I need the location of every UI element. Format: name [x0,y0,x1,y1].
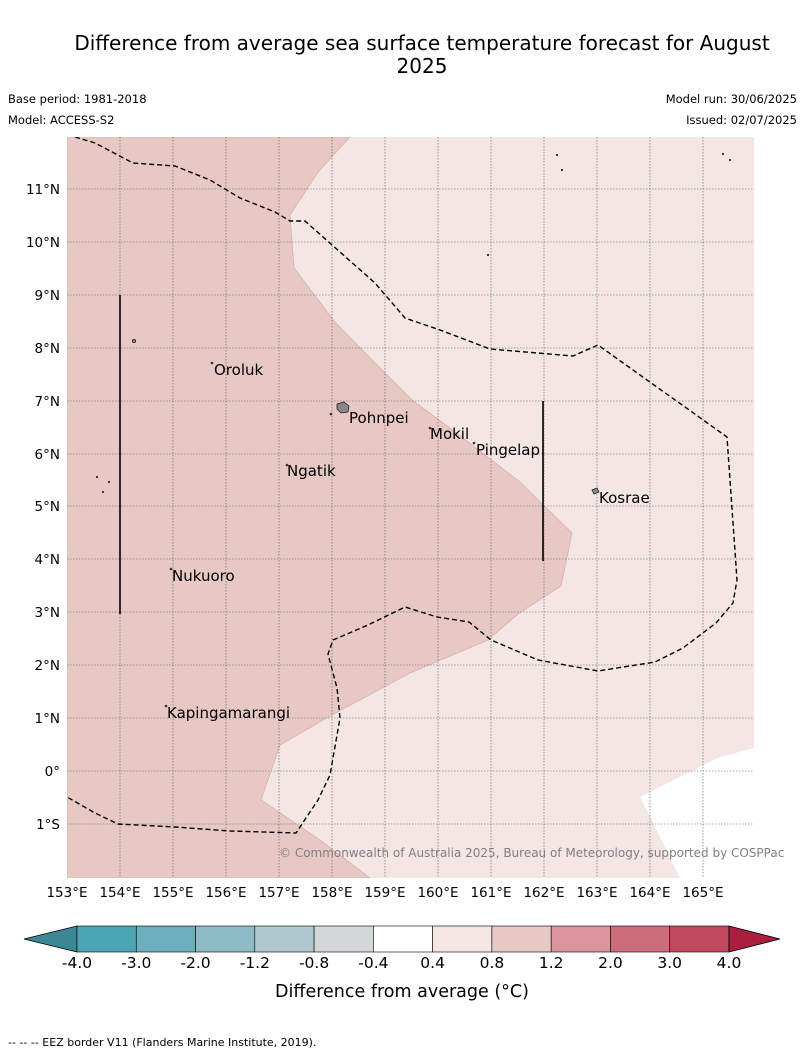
colorbar-under-arrow [23,925,78,953]
islet [107,480,111,484]
islet [428,426,432,430]
place-kapingamarangi: Kapingamarangi [167,704,290,722]
place-ngatik: Ngatik [287,462,336,480]
islet [555,153,559,157]
colorbar-segment [254,925,315,953]
islet [101,490,105,494]
islet [95,475,99,479]
islet [721,152,725,156]
lon-label: 165°E [682,885,723,901]
base-period: Base period: 1981-2018 [8,92,147,106]
lon-label: 157°E [258,885,299,901]
colorbar-segment [491,925,552,953]
colorbar-title: Difference from average (°C) [275,982,529,1002]
lat-label: 1°N [35,711,60,727]
place-nukuoro: Nukuoro [172,567,235,585]
colorbar-tick-label: -3.0 [121,954,151,972]
islet [329,412,333,416]
lat-label: 0° [45,764,60,780]
lon-label: 159°E [364,885,405,901]
colorbar-tick-label: 0.8 [480,954,505,972]
lon-label: 155°E [152,885,193,901]
colorbar-segment [669,925,730,953]
longitude-labels: 153°E 154°E 155°E 156°E 157°E 158°E 159°… [46,885,723,901]
lat-label: 8°N [35,341,60,357]
lon-label: 162°E [523,885,564,901]
lon-label: 154°E [99,885,140,901]
place-mokil: Mokil [430,425,469,443]
lat-label: 10°N [26,235,60,251]
lon-label: 153°E [46,885,87,901]
colorbar-segment [135,925,196,953]
colorbar-over-arrow [728,925,781,953]
colorbar-tick-label: -0.4 [358,954,388,972]
islet [560,168,564,172]
colorbar-segment [610,925,671,953]
gridlines [67,137,754,878]
lat-label: 7°N [35,394,60,410]
lon-label: 156°E [205,885,246,901]
model-run: Model run: 30/06/2025 [665,92,797,106]
lat-label: 6°N [35,447,60,463]
colorbar-tick-label: -2.0 [180,954,210,972]
colorbar-segment [76,925,137,953]
lon-label: 158°E [311,885,352,901]
colorbar-tick-label: 2.0 [598,954,623,972]
colorbar-tick-label: 4.0 [717,954,742,972]
colorbar-segment [432,925,493,953]
colorbar: -4.0 -3.0 -2.0 -1.2 -0.8 -0.4 0.4 0.8 1.2 2.0 3.0 4… [23,925,781,1002]
lon-label: 163°E [576,885,617,901]
colorbar-segment [313,925,374,953]
model-name: Model: ACCESS-S2 [8,113,115,127]
mid-anomaly-region [67,137,573,878]
islet [131,338,136,343]
islet [285,463,289,467]
neutral-region [640,748,754,878]
place-pohnpei: Pohnpei [349,409,409,427]
islet [169,567,173,571]
place-oroluk: Oroluk [214,361,263,379]
lat-label: 4°N [35,552,60,568]
copyright-notice: © Commonwealth of Australia 2025, Bureau… [279,846,784,860]
kosrae-island [591,487,600,495]
colorbar-segments [76,925,730,953]
islet [728,158,732,162]
colorbar-tick-label: -1.2 [240,954,270,972]
map-area [67,137,754,878]
place-labels: Oroluk Pohnpei Mokil Pingelap Ngatik Kos… [167,361,650,722]
lon-label: 160°E [417,885,458,901]
lat-label: 1°S [36,817,60,833]
place-pingelap: Pingelap [476,441,540,459]
colorbar-tick-label: -4.0 [62,954,92,972]
colorbar-tick-label: 1.2 [539,954,564,972]
chart-title: Difference from average sea surface temp… [74,31,770,78]
dateline-markers [119,295,544,614]
issued-date: Issued: 02/07/2025 [686,113,797,127]
colorbar-ticks: -4.0 -3.0 -2.0 -1.2 -0.8 -0.4 0.4 0.8 1.2 2.0 3.0 4… [62,954,741,972]
lat-label: 2°N [35,658,60,674]
lon-label: 164°E [629,885,670,901]
place-kosrae: Kosrae [599,489,650,507]
lat-label: 3°N [35,605,60,621]
colorbar-segment [373,925,433,953]
lon-label: 161°E [470,885,511,901]
colorbar-segment [195,925,256,953]
lat-label: 11°N [26,182,60,198]
islet [210,361,214,365]
eez-footnote: -- -- -- EEZ border V11 (Flanders Marine… [8,1036,317,1049]
islet [472,441,476,445]
colorbar-tick-label: 3.0 [657,954,682,972]
lat-label: 5°N [35,499,60,515]
colorbar-tick-label: -0.8 [299,954,329,972]
islet [486,253,490,257]
lat-label: 9°N [35,288,60,304]
pohnpei-island [336,401,350,414]
islands [95,152,732,708]
latitude-labels: 11°N 10°N 9°N 8°N 7°N 6°N 5°N 4°N 3°N 2°… [26,182,60,833]
islet [164,704,168,708]
colorbar-tick-label: 0.4 [420,954,445,972]
eez-border [67,137,738,834]
colorbar-segment [550,925,611,953]
